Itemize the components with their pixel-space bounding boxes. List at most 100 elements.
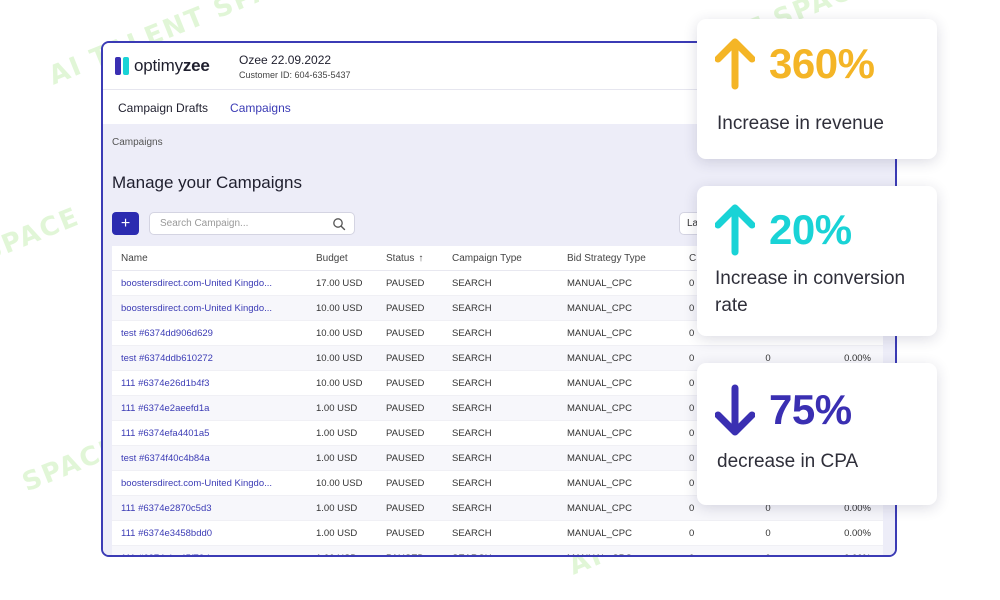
cell-campaign-type: SEARCH (443, 270, 558, 296)
cell-campaign-type: SEARCH (443, 495, 558, 521)
cell-campaign-type: SEARCH (443, 420, 558, 446)
stat-label: decrease in CPA (717, 451, 859, 472)
cell-budget: 1.00 USD (307, 520, 377, 546)
stat-label: Increase in conversion rate (715, 268, 906, 316)
cell-conversions: 0 (738, 520, 798, 546)
cell-name[interactable]: 111 #6374e26d1b4f3 (112, 370, 307, 396)
cell-name[interactable]: boostersdirect.com-United Kingdo... (112, 470, 307, 496)
cell-status: PAUSED (377, 395, 443, 421)
column-header-status-label: Status (386, 252, 415, 264)
cell-name[interactable]: 111 #6374ebe45f73d (112, 545, 307, 555)
stat-card-cpa: 75% decrease in CPA (697, 363, 937, 505)
stat-value: 75% (769, 386, 852, 433)
column-header-status[interactable]: Status ↑ (377, 246, 443, 271)
cell-name[interactable]: boostersdirect.com-United Kingdo... (112, 270, 307, 296)
cell-status: PAUSED (377, 345, 443, 371)
customer-id: Customer ID: 604-635-5437 (239, 69, 351, 80)
cell-name[interactable]: test #6374ddb610272 (112, 345, 307, 371)
cell-bid-strategy: MANUAL_CPC (558, 295, 680, 321)
account-info: Ozee 22.09.2022 Customer ID: 604-635-543… (239, 53, 351, 80)
cell-name[interactable]: 111 #6374efa4401a5 (112, 420, 307, 446)
search-box (149, 212, 355, 235)
cell-name[interactable]: 111 #6374e3458bdd0 (112, 520, 307, 546)
cell-status: PAUSED (377, 270, 443, 296)
cell-status: PAUSED (377, 470, 443, 496)
stat-card-conversion: 20% Increase in conversion rate (697, 186, 937, 336)
tab-campaigns[interactable]: Campaigns (230, 101, 291, 115)
cell-campaign-type: SEARCH (443, 320, 558, 346)
cell-conversions: 0 (738, 545, 798, 555)
cell-name[interactable]: test #6374f40c4b84a (112, 445, 307, 471)
table-row[interactable]: 111 #6374e2870c5d3 1.00 USD PAUSED SEARCH MA… (112, 495, 883, 521)
cell-name[interactable]: test #6374dd906d629 (112, 320, 307, 346)
cell-budget: 10.00 USD (307, 370, 377, 396)
cell-campaign-type: SEARCH (443, 445, 558, 471)
breadcrumb[interactable]: Campaigns (112, 137, 163, 148)
logo-mark-icon (115, 57, 129, 75)
cell-campaign-type: SEARCH (443, 345, 558, 371)
cell-rate: 0.00% (798, 520, 883, 546)
arrow-up-icon (715, 204, 755, 256)
cell-bid-strategy: MANUAL_CPC (558, 270, 680, 296)
optimyzee-logo[interactable]: optimyzee (115, 56, 237, 76)
stat-label: Increase in revenue (717, 113, 884, 134)
cell-campaign-type: SEARCH (443, 370, 558, 396)
cell-c: 0 (680, 520, 738, 546)
column-header-bid-strategy[interactable]: Bid Strategy Type (558, 246, 680, 271)
cell-bid-strategy: MANUAL_CPC (558, 495, 680, 521)
add-campaign-button[interactable]: + (112, 212, 139, 235)
cell-campaign-type: SEARCH (443, 395, 558, 421)
table-row[interactable]: 111 #6374ebe45f73d1.00 USDPAUSEDSEARCHMA… (112, 545, 883, 555)
cell-status: PAUSED (377, 295, 443, 321)
cell-status: PAUSED (377, 545, 443, 555)
arrow-down-icon (715, 384, 755, 436)
cell-bid-strategy: MANUAL_CPC (558, 520, 680, 546)
arrow-up-icon (715, 38, 755, 90)
cell-budget: 10.00 USD (307, 320, 377, 346)
cell-budget: 1.00 USD (307, 545, 377, 555)
tab-campaign-drafts[interactable]: Campaign Drafts (118, 101, 209, 115)
cell-status: PAUSED (377, 320, 443, 346)
cell-name[interactable]: 111 #6374e2aeefd1a (112, 395, 307, 421)
stat-value: 360% (769, 40, 875, 87)
search-icon[interactable] (332, 217, 346, 231)
cell-budget: 1.00 USD (307, 420, 377, 446)
search-input[interactable] (158, 217, 332, 230)
cell-status: PAUSED (377, 445, 443, 471)
cell-bid-strategy: MANUAL_CPC (558, 470, 680, 496)
cell-bid-strategy: MANUAL_CPC (558, 320, 680, 346)
sort-ascending-icon[interactable]: ↑ (418, 252, 424, 264)
cell-bid-strategy: MANUAL_CPC (558, 445, 680, 471)
cell-campaign-type: SEARCH (443, 295, 558, 321)
cell-bid-strategy: MANUAL_CPC (558, 395, 680, 421)
cell-budget: 10.00 USD (307, 295, 377, 321)
page-title: Manage your Campaigns (112, 173, 302, 192)
cell-rate: 0.00% (798, 545, 883, 555)
cell-budget: 10.00 USD (307, 470, 377, 496)
cell-budget: 10.00 USD (307, 345, 377, 371)
cell-status: PAUSED (377, 420, 443, 446)
cell-c: 0 (680, 545, 738, 555)
cell-status: PAUSED (377, 495, 443, 521)
cell-budget: 1.00 USD (307, 495, 377, 521)
column-header-name[interactable]: Name (112, 246, 307, 271)
cell-name[interactable]: 111 #6374e2870c5d3 (112, 495, 307, 521)
cell-bid-strategy: MANUAL_CPC (558, 545, 680, 555)
stat-card-revenue: 360% Increase in revenue (697, 19, 937, 159)
account-name: Ozee 22.09.2022 (239, 52, 332, 67)
logo-text: optimyzee (134, 56, 210, 75)
cell-bid-strategy: MANUAL_CPC (558, 420, 680, 446)
table-row[interactable]: 111 #6374e3458bdd0 1.00 USD PAUSED SEARCH MA… (112, 520, 883, 546)
cell-bid-strategy: MANUAL_CPC (558, 370, 680, 396)
cell-budget: 1.00 USD (307, 445, 377, 471)
cell-status: PAUSED (377, 520, 443, 546)
column-header-budget[interactable]: Budget (307, 246, 377, 271)
cell-campaign-type: SEARCH (443, 470, 558, 496)
column-header-campaign-type[interactable]: Campaign Type (443, 246, 558, 271)
cell-budget: 17.00 USD (307, 270, 377, 296)
cell-campaign-type: SEARCH (443, 520, 558, 546)
cell-budget: 1.00 USD (307, 395, 377, 421)
cell-status: PAUSED (377, 370, 443, 396)
cell-name[interactable]: boostersdirect.com-United Kingdo... (112, 295, 307, 321)
stat-value: 20% (769, 206, 852, 253)
